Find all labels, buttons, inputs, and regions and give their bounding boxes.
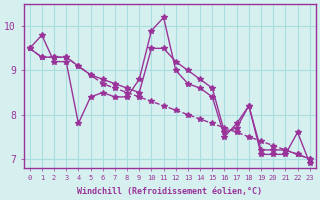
- X-axis label: Windchill (Refroidissement éolien,°C): Windchill (Refroidissement éolien,°C): [77, 187, 262, 196]
